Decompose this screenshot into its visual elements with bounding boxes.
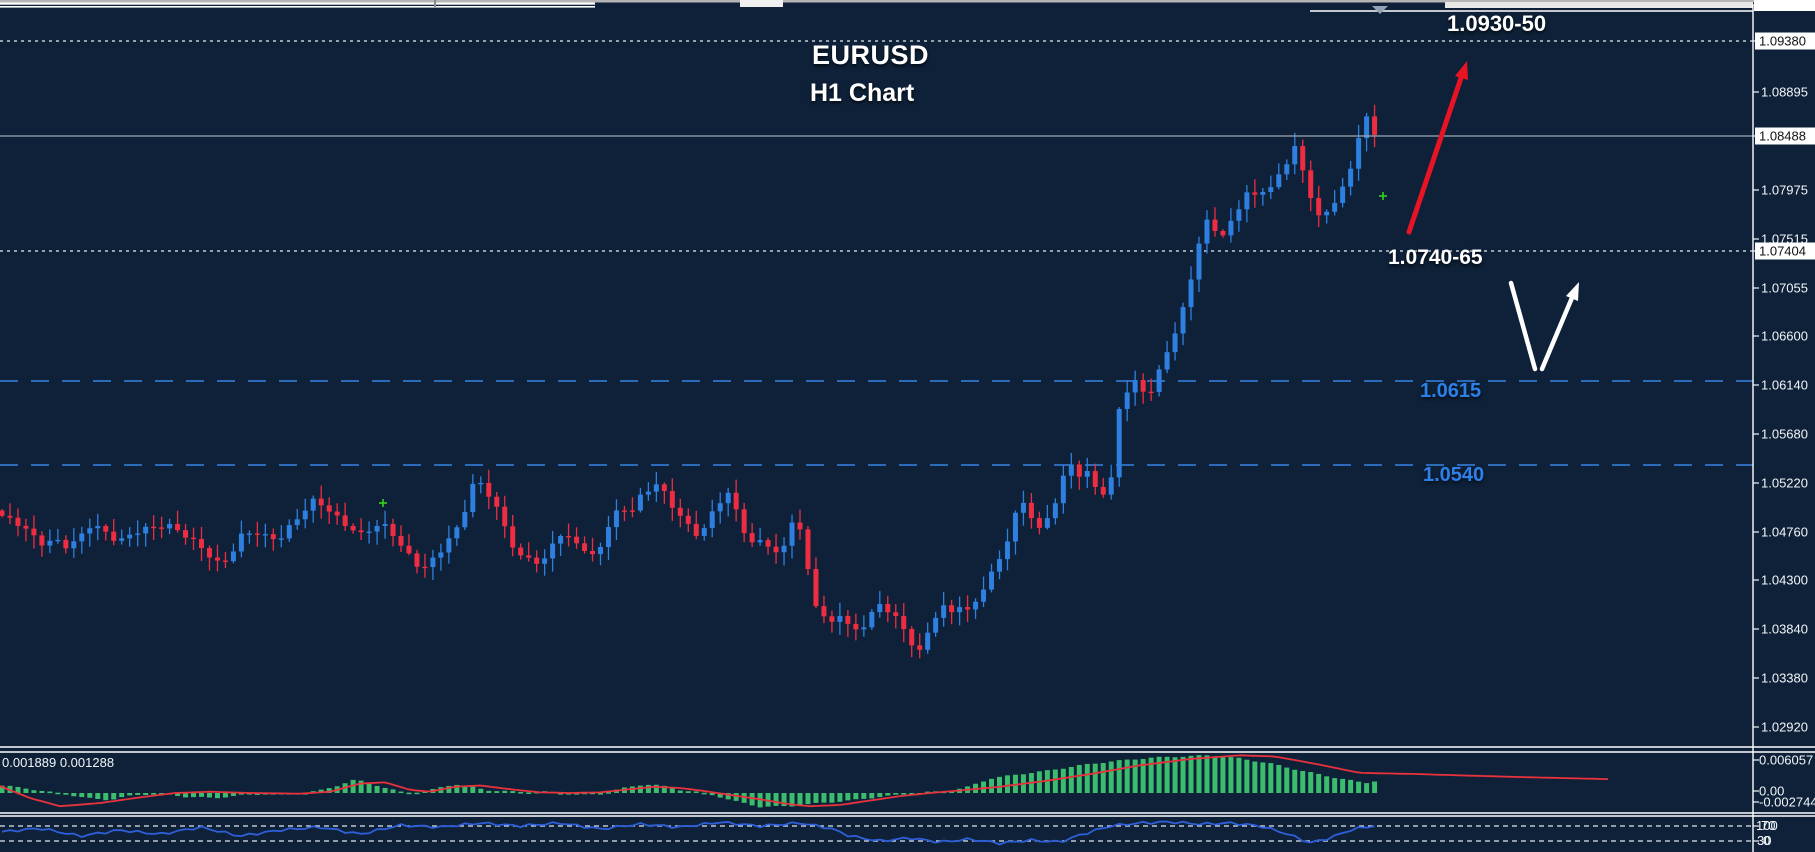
- support-line-1-label: 1.0615: [1420, 380, 1482, 402]
- price-axis-label: 1.02920: [1761, 720, 1808, 735]
- support-line-2-label: 1.0540: [1423, 464, 1485, 486]
- price-axis-label: 1.05220: [1761, 476, 1808, 491]
- oscillator-axis-label: 0: [1763, 833, 1770, 848]
- macd-signal-line: [0, 754, 1609, 808]
- macd-values-readout: 0.001889 0.001288: [2, 755, 115, 770]
- price-axis-label: 1.06600: [1761, 329, 1808, 344]
- object-anchor-triangle-icon[interactable]: [1372, 6, 1388, 14]
- projection-up-arrow[interactable]: [1406, 75, 1464, 235]
- annotation-arrows[interactable]: [1406, 61, 1579, 372]
- macd-axis-label: -0.002744: [1759, 795, 1815, 810]
- pane-separators[interactable]: [0, 746, 1815, 817]
- price-axis-label: 1.05680: [1761, 427, 1808, 442]
- oscillator-axis-label: 30: [1757, 833, 1771, 848]
- symbol-title: EURUSD: [812, 40, 930, 70]
- price-badge-text: 1.08488: [1759, 129, 1806, 144]
- price-axis-label: 1.03380: [1761, 671, 1808, 686]
- window-top-chrome: [0, 0, 1815, 12]
- oscillator-axis-label: 70: [1761, 818, 1775, 833]
- price-badge-text: 1.07404: [1759, 244, 1806, 259]
- price-axis[interactable]: 1.093801.088951.084881.079751.075151.074…: [1752, 4, 1815, 852]
- level-lines[interactable]: [0, 40, 1753, 466]
- price-badge: [1755, 242, 1815, 260]
- projection-up-arrow-head: [1455, 61, 1468, 80]
- bounce-up-arrow-head: [1566, 282, 1579, 301]
- price-badge-text: 1.09380: [1759, 34, 1806, 49]
- oscillator-line: [1, 820, 1375, 846]
- resistance-zone-label: 1.0930-50: [1447, 11, 1547, 36]
- price-axis-label: 1.06140: [1761, 378, 1808, 393]
- price-axis-label: 1.04760: [1761, 525, 1808, 540]
- price-axis-label: 1.04300: [1761, 573, 1808, 588]
- macd-pane[interactable]: [0, 754, 1609, 808]
- pullback-down-stroke[interactable]: [1508, 280, 1538, 372]
- macd-axis-label: 0.006057: [1759, 753, 1813, 768]
- price-axis-label: 1.07055: [1761, 281, 1808, 296]
- price-axis-label: 1.08895: [1761, 85, 1808, 100]
- price-axis-label: 1.07975: [1761, 183, 1808, 198]
- macd-axis-label: 0.00: [1759, 784, 1784, 799]
- support-zone-label: 1.0740-65: [1388, 246, 1483, 269]
- price-badge: [1755, 32, 1815, 50]
- entry-plus-markers: [379, 192, 1387, 507]
- timeframe-title: H1 Chart: [810, 79, 915, 107]
- price-axis-label: 1.03840: [1761, 622, 1808, 637]
- candlesticks[interactable]: [0, 104, 1378, 659]
- oscillator-axis-label: 100: [1756, 818, 1778, 833]
- oscillator-pane[interactable]: [0, 820, 1753, 846]
- price-badge: [1755, 127, 1815, 145]
- bounce-up-arrow[interactable]: [1539, 290, 1577, 372]
